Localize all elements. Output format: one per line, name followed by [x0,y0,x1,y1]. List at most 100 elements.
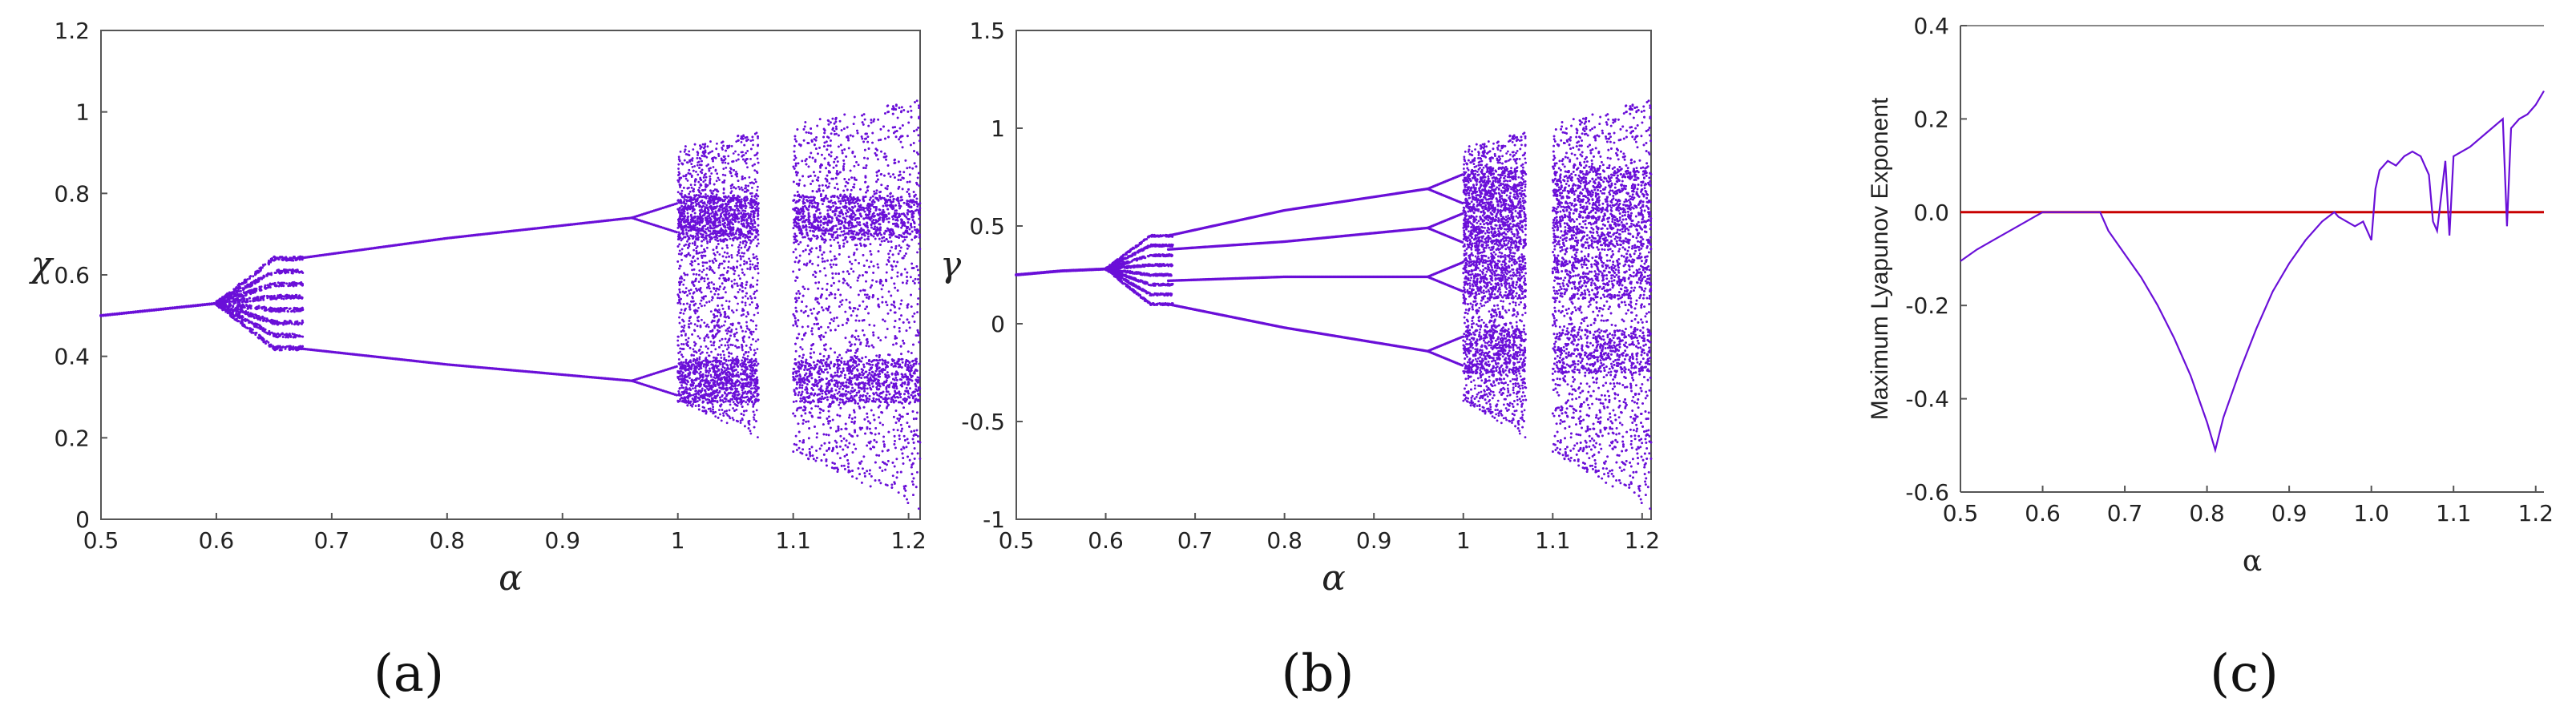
data-point-a [755,364,758,367]
data-point-a [707,325,710,329]
data-point-a [709,373,713,377]
data-point-a [735,171,737,173]
data-point-a [246,278,249,281]
data-point-a [727,260,730,263]
data-point-a [299,345,302,348]
data-point-a [705,236,708,240]
data-point-a [737,390,740,393]
data-point-a [714,289,717,292]
data-point-a [248,277,251,280]
data-point-a [687,337,690,340]
data-point-a [696,335,700,338]
data-point-a [717,292,720,296]
data-point-a [677,252,680,256]
data-point-a [714,377,717,380]
data-point-a [273,258,277,261]
data-point-a [692,402,695,405]
data-point-a [269,333,272,336]
data-point-a [749,359,752,361]
data-point-a [747,350,750,353]
data-point-a [196,304,200,308]
data-point-a [696,257,699,260]
data-point-a [708,371,710,374]
data-point-a [737,371,740,374]
data-point-a [716,142,718,145]
data-point-a [717,309,721,312]
data-point-a [241,318,244,321]
data-point-a [284,345,287,349]
data-point-a [696,163,699,167]
data-point-a [283,321,286,324]
data-point-a [238,293,241,297]
data-point-a [701,387,704,390]
data-point-a [293,333,296,336]
data-point-a [244,326,248,329]
data-point-a [724,337,727,341]
data-point-a [703,304,706,307]
data-point-a [679,347,682,350]
data-point-a [692,300,695,303]
data-point-a [693,240,696,244]
data-point-a [730,329,733,331]
data-point-a [727,351,730,354]
data-point-a [273,284,277,288]
data-point-a [111,313,115,317]
data-point-a [757,185,759,188]
data-point-a [683,279,686,281]
data-point-a [696,173,700,176]
data-point-a [723,353,725,357]
data-point-a [723,410,726,413]
data-point-a [156,308,160,312]
data-point-a [263,318,266,321]
data-point-a [266,297,269,300]
data-point-a [270,258,273,261]
data-point-a [284,257,287,260]
data-point-a [701,256,704,259]
data-point-a [258,334,261,337]
x-tick-label-a: 0.7 [314,527,350,554]
data-point-a [737,158,740,161]
data-point-a [731,344,734,346]
data-point-a [688,304,692,306]
data-point-a [743,273,746,276]
data-point-a [681,237,684,240]
data-point-a [745,315,748,318]
data-point-a [745,344,748,347]
y-tick-label-a: 1.2 [54,18,90,44]
data-point-a [740,140,743,143]
ticks-a: 0.5 0.6 0.7 0.8 0.9 1 1.1 1.200.20.40.60.811.2 [54,18,926,554]
data-point-a [241,316,244,319]
data-point-a [686,240,688,243]
data-point-a [681,163,684,166]
data-point-a [741,235,745,238]
data-point-a [291,280,294,284]
data-point-a [717,200,719,204]
data-point-a [283,308,286,311]
data-point-a [273,294,276,297]
data-point-a [215,303,218,306]
data-point-a [754,340,757,343]
data-point-a [291,333,294,336]
y-tick-label-a: 1 [75,99,90,126]
data-point-a [742,353,745,356]
data-point-a [247,311,250,314]
data-point-a [745,321,748,324]
data-point-a [705,273,708,276]
data-point-a [159,307,163,311]
data-point-a [119,312,123,316]
data-point-a [224,308,228,311]
data-point-a [725,422,729,425]
data-point-a [744,245,746,248]
data-point-a [705,193,707,196]
data-point-a [723,251,726,254]
data-point-a [289,320,293,323]
data-point-a [678,243,681,246]
panel-a: 0.5 0.6 0.7 0.8 0.9 1 1.1 1.200.20.40.60.811.2 … [29,18,927,704]
data-point-a [268,308,271,311]
data-point-a [680,325,684,329]
data-point-a [729,403,732,406]
data-point-a [284,270,287,273]
data-point-a [290,297,293,300]
data-point-a [273,332,277,335]
data-point-a [741,356,745,359]
